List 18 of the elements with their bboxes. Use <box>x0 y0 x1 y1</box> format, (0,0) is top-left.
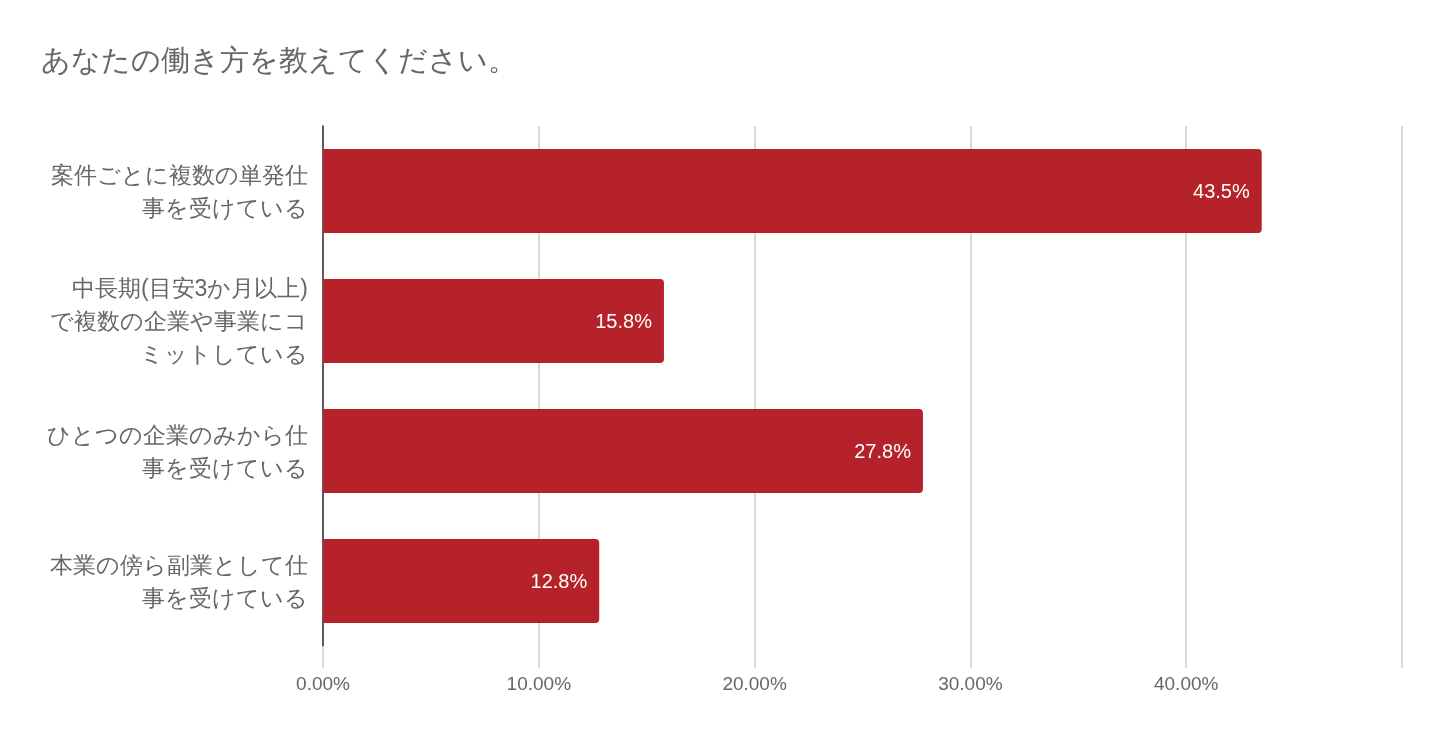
bar <box>323 409 923 493</box>
bar <box>323 539 600 623</box>
bar <box>323 279 664 363</box>
bar <box>323 149 1262 233</box>
x-tick-label: 10.00% <box>506 673 572 694</box>
y-tick-label: 中長期(目安3か月以上)で複数の企業や事業にコミットしている <box>50 275 308 367</box>
x-tick-label: 30.00% <box>938 673 1003 694</box>
data-label: 12.8% <box>530 570 588 592</box>
x-tick-label: 20.00% <box>722 673 787 694</box>
x-tick-label: 0.00% <box>296 673 351 694</box>
chart-title: あなたの働き方を教えてください。 <box>41 43 517 76</box>
y-tick-label: 本業の傍ら副業として仕事を受けている <box>50 551 308 611</box>
x-tick-label: 40.00% <box>1153 673 1219 694</box>
data-label: 27.8% <box>854 440 912 462</box>
data-label: 43.5% <box>1193 180 1250 202</box>
data-label: 15.8% <box>595 310 653 332</box>
y-tick-label: ひとつの企業のみから仕事を受けている <box>47 421 308 481</box>
y-tick-label: 案件ごとに複数の単発仕事を受けている <box>51 161 308 221</box>
